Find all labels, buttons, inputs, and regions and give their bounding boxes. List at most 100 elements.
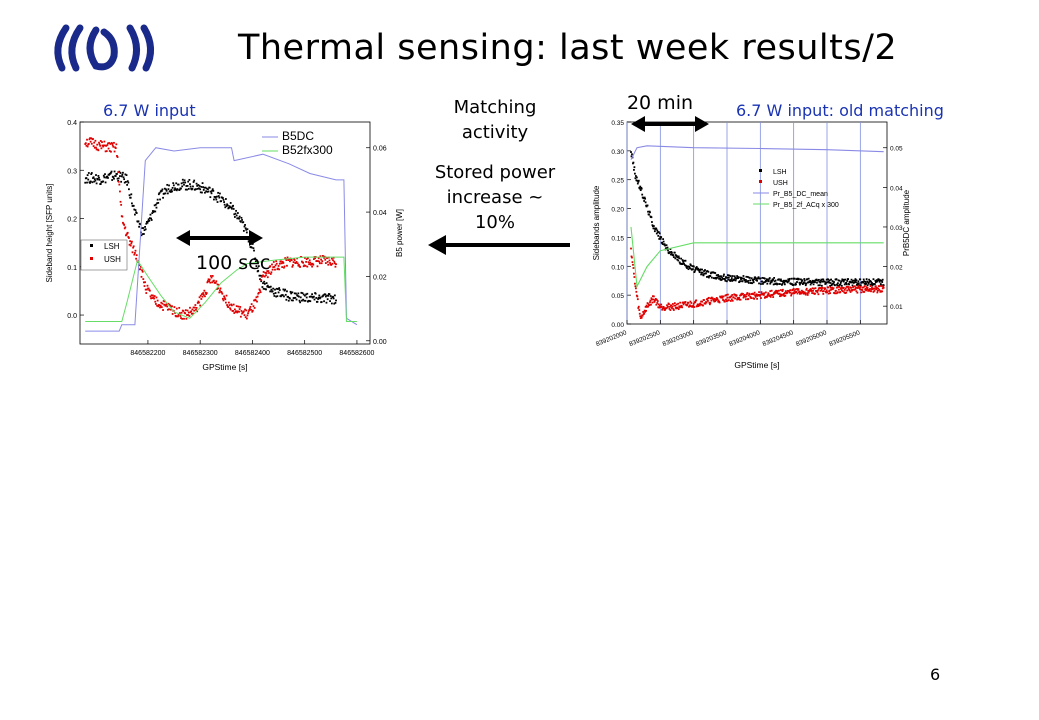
data-point [753,278,756,281]
data-point [721,296,724,299]
data-point [150,294,153,297]
data-point [837,279,840,282]
legend-label: Pr_B5_2f_ACq x 300 [773,202,839,209]
legend-label: Pr_B5_DC_mean [773,191,828,198]
data-point [183,179,186,182]
data-point [874,285,877,288]
data-point [671,305,674,308]
data-point [222,299,225,302]
data-point [214,196,217,199]
data-point [706,270,709,272]
data-point [821,280,824,283]
data-point [252,305,255,308]
data-point [241,312,243,315]
data-point [144,288,147,291]
data-point [705,270,708,273]
data-point [139,268,142,271]
data-point [235,310,237,313]
y-tick-label: 0.2 [67,217,77,224]
data-point [220,291,223,294]
data-point [118,170,121,173]
data-point [722,299,724,301]
data-point [159,190,162,193]
data-point [310,295,313,298]
data-point [271,263,273,266]
data-point [230,303,233,306]
data-point [818,287,821,289]
series-line [630,226,884,289]
data-point [654,297,657,300]
data-point [207,278,210,281]
data-point [770,294,773,296]
data-point [726,296,729,299]
data-point [641,193,644,196]
data-point [654,228,657,231]
data-point [677,308,680,311]
data-point [862,290,865,293]
data-point [90,137,93,140]
data-point [295,262,297,264]
data-point [165,189,168,192]
data-point [637,305,640,308]
data-point [638,187,641,190]
data-point [859,284,862,287]
data-point [774,292,777,294]
data-point [652,225,654,228]
data-point [805,287,808,290]
data-point [802,282,805,285]
data-point [131,202,133,205]
data-point [144,228,147,231]
data-point [157,201,160,204]
data-point [759,294,761,297]
y2-tick-label: 0.02 [890,265,903,272]
data-point [797,288,800,290]
data-point [221,292,224,295]
data-point [269,290,272,293]
data-point [739,298,742,301]
data-point [639,315,642,318]
data-point [855,286,858,289]
data-point [633,276,636,278]
data-point [874,283,876,285]
data-point [764,295,767,298]
data-point [878,285,881,288]
data-point [707,276,710,279]
data-point [872,278,875,281]
data-point [723,273,725,276]
data-point [88,138,91,141]
data-point [305,296,308,299]
data-point [158,304,161,307]
data-point [164,304,167,307]
plot-frame [79,121,371,345]
data-point [839,281,842,284]
data-point [710,299,713,302]
data-point [214,281,217,284]
data-point [864,283,867,286]
data-point [676,256,679,259]
data-point [280,260,282,263]
data-point [682,260,684,263]
data-point [678,306,681,309]
data-point [202,189,205,191]
data-point [767,280,770,282]
data-point [193,306,196,309]
data-point [155,296,158,299]
comparison-arrow [428,235,570,255]
data-point [175,315,178,318]
data-point [335,263,337,266]
data-point [303,264,306,267]
data-point [171,190,173,193]
data-point [720,279,723,281]
data-point [752,293,755,296]
data-point [633,166,636,169]
data-point [799,282,802,285]
data-point [117,177,120,180]
data-point [248,238,251,241]
data-point [192,306,195,309]
data-point [739,280,741,283]
data-point [167,302,170,305]
data-point [709,275,712,278]
data-point [696,267,699,270]
data-point [644,197,647,200]
data-point [800,289,803,292]
